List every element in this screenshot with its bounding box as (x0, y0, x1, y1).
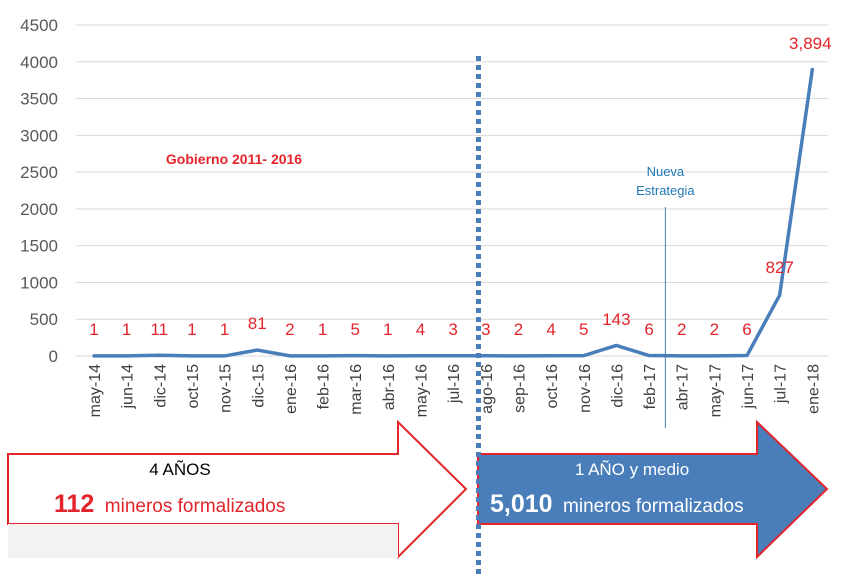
y-tick-label: 3500 (20, 90, 58, 109)
x-tick-label: oct-16 (544, 364, 561, 409)
data-label: 2 (514, 320, 523, 339)
data-label: 827 (765, 258, 793, 277)
x-tick-label: may-17 (707, 364, 724, 417)
x-tick-label: feb-16 (316, 364, 333, 409)
x-tick-label: jul-16 (446, 364, 463, 404)
data-label: 1 (383, 320, 392, 339)
data-point (451, 354, 455, 358)
right-band-suffix: mineros formalizados (563, 496, 744, 517)
y-tick-label: 500 (30, 310, 58, 329)
data-label: 11 (150, 320, 168, 339)
annotation-gobierno: Gobierno 2011- 2016 (166, 151, 302, 167)
data-label: 143 (602, 310, 630, 329)
data-point (386, 354, 390, 358)
data-label: 3,894 (789, 34, 832, 53)
data-point (190, 354, 194, 358)
left-band-title: 4 AÑOS (149, 460, 210, 479)
x-tick-label: mar-16 (348, 364, 365, 415)
data-label: 1 (122, 320, 131, 339)
y-tick-label: 4500 (20, 16, 58, 35)
data-label: 3 (448, 320, 457, 339)
x-tick-label: nov-16 (577, 364, 594, 413)
data-label: 1 (318, 320, 327, 339)
x-tick-label: abr-16 (381, 364, 398, 410)
x-tick-label: ene-16 (283, 364, 300, 414)
data-label: 2 (677, 320, 686, 339)
data-label: 2 (710, 320, 719, 339)
x-tick-label: ago-16 (479, 364, 496, 414)
x-tick-label: nov-15 (218, 364, 235, 413)
data-point (484, 354, 488, 358)
annotation-nueva: Nueva (647, 164, 685, 179)
data-point (680, 354, 684, 358)
data-point (223, 354, 227, 358)
data-point (321, 354, 325, 358)
data-label: 1 (187, 320, 196, 339)
data-point (419, 354, 422, 358)
data-label: 3 (481, 320, 490, 339)
data-point (288, 354, 292, 358)
y-tick-label: 1000 (20, 273, 58, 292)
left-band-summary: 112 mineros formalizados (54, 490, 285, 518)
left-band-shadow (8, 524, 398, 558)
data-label: 1 (89, 320, 98, 339)
data-point (92, 354, 96, 358)
x-tick-label: feb-17 (642, 364, 659, 409)
x-tick-label: dic-16 (609, 364, 626, 408)
plot-area: 0 500 1000 1500 2000 2500 3000 3500 4000 4500 may-… (20, 16, 832, 578)
left-band-number: 112 (54, 490, 94, 518)
y-tick-label: 2500 (20, 163, 58, 182)
y-tick-label: 3000 (20, 126, 58, 145)
data-label: 81 (248, 314, 267, 333)
x-tick-label: may-14 (87, 364, 104, 417)
data-point (353, 354, 357, 358)
x-tick-label: jun-17 (740, 364, 757, 410)
x-tick-label: dic-15 (250, 364, 267, 408)
data-point (647, 354, 651, 358)
data-point (549, 354, 553, 358)
data-label: 5 (350, 320, 359, 339)
data-label: 2 (285, 320, 294, 339)
y-tick-label: 2000 (20, 200, 58, 219)
series-line (92, 67, 815, 358)
data-point (125, 354, 129, 358)
right-arrow-shape (477, 419, 829, 560)
data-label: 6 (644, 320, 653, 339)
data-point (712, 354, 716, 358)
y-tick-label: 4000 (20, 53, 58, 72)
data-label: 6 (742, 320, 751, 339)
data-point (745, 354, 749, 358)
data-label: 5 (579, 320, 588, 339)
x-tick-label: jun-14 (120, 364, 137, 410)
right-band-summary: 5,010 mineros formalizados (490, 490, 744, 518)
right-band-number: 5,010 (490, 490, 553, 518)
right-band-title: 1 AÑO y medio (575, 460, 689, 479)
y-tick-label: 0 (49, 347, 58, 366)
data-point (614, 343, 618, 347)
x-tick-label: abr-17 (675, 364, 692, 410)
x-tick-label: jul-17 (773, 364, 790, 404)
x-tick-label: may-16 (414, 364, 431, 417)
data-point (255, 348, 259, 352)
x-tick-label: ene-18 (805, 364, 822, 414)
y-tick-label: 1500 (20, 237, 58, 256)
x-tick-label: oct-15 (185, 364, 202, 409)
x-tick-label: dic-14 (152, 364, 169, 408)
data-label: 4 (546, 320, 555, 339)
x-tick-label: sep-16 (511, 364, 528, 413)
data-label: 1 (220, 320, 229, 339)
data-label: 4 (416, 320, 425, 339)
left-band-suffix: mineros formalizados (105, 496, 286, 517)
data-point (157, 353, 161, 357)
data-point (582, 354, 586, 358)
data-point (516, 354, 520, 358)
data-point (810, 68, 814, 72)
data-point (778, 293, 782, 297)
annotation-estrategia: Estrategia (636, 183, 695, 198)
